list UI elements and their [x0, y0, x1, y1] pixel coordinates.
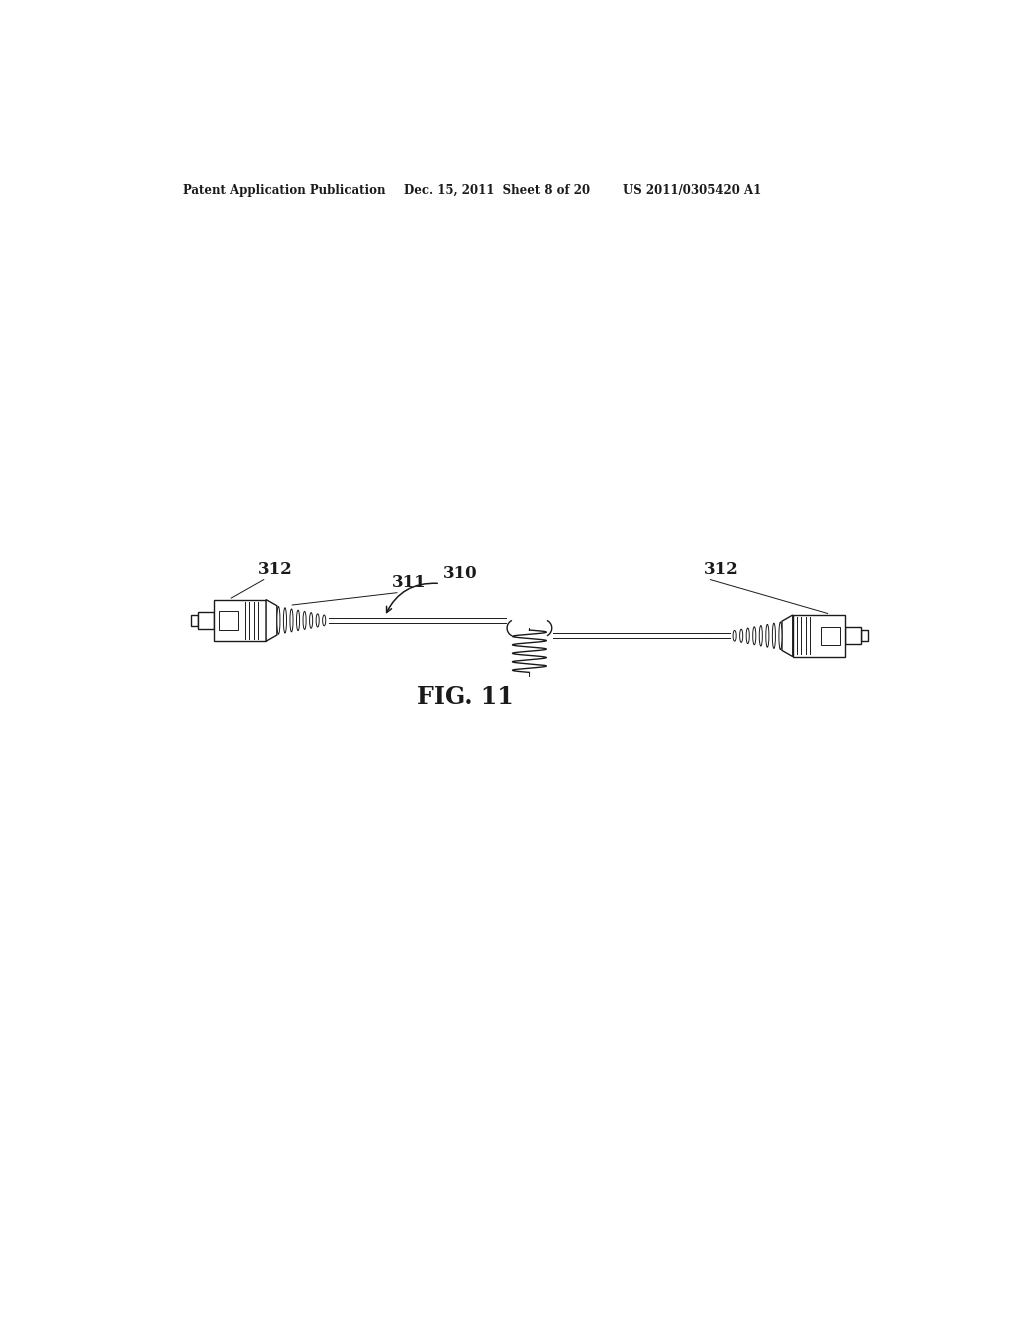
Bar [219, 611, 238, 630]
Ellipse shape [316, 614, 319, 627]
Ellipse shape [733, 631, 736, 642]
Bar [199, 612, 214, 628]
Text: 310: 310 [442, 565, 477, 582]
Polygon shape [266, 599, 276, 642]
Ellipse shape [746, 628, 750, 644]
Text: FIG. 11: FIG. 11 [417, 685, 514, 709]
Ellipse shape [297, 610, 300, 631]
Ellipse shape [779, 622, 782, 649]
Ellipse shape [739, 630, 742, 643]
Ellipse shape [759, 626, 762, 645]
Bar [860, 631, 868, 642]
Text: 312: 312 [705, 561, 739, 578]
Bar [214, 599, 266, 642]
Ellipse shape [772, 623, 775, 648]
Bar [821, 627, 840, 645]
Text: US 2011/0305420 A1: US 2011/0305420 A1 [624, 183, 762, 197]
Text: 311: 311 [392, 574, 427, 591]
Ellipse shape [284, 607, 287, 634]
Text: 312: 312 [258, 561, 293, 578]
Polygon shape [782, 615, 793, 656]
Bar [190, 615, 199, 626]
Ellipse shape [290, 609, 293, 632]
Ellipse shape [309, 612, 312, 628]
Ellipse shape [766, 624, 769, 647]
Ellipse shape [276, 607, 280, 635]
Text: Patent Application Publication: Patent Application Publication [183, 183, 385, 197]
Text: Dec. 15, 2011  Sheet 8 of 20: Dec. 15, 2011 Sheet 8 of 20 [403, 183, 590, 197]
Bar [845, 627, 860, 644]
Ellipse shape [303, 611, 306, 630]
Ellipse shape [323, 615, 326, 626]
Ellipse shape [753, 627, 756, 645]
Bar [793, 615, 845, 656]
